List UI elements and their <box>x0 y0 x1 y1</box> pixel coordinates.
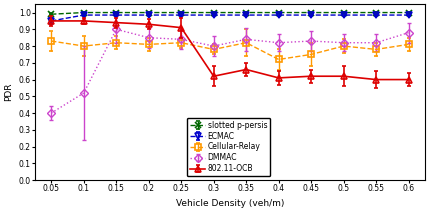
Y-axis label: PDR: PDR <box>4 83 13 101</box>
X-axis label: Vehicle Density (veh/m): Vehicle Density (veh/m) <box>176 199 284 208</box>
Legend: slotted p-persis, ECMAC, Cellular-Relay, DMMAC, 802.11-OCB: slotted p-persis, ECMAC, Cellular-Relay,… <box>187 117 270 176</box>
